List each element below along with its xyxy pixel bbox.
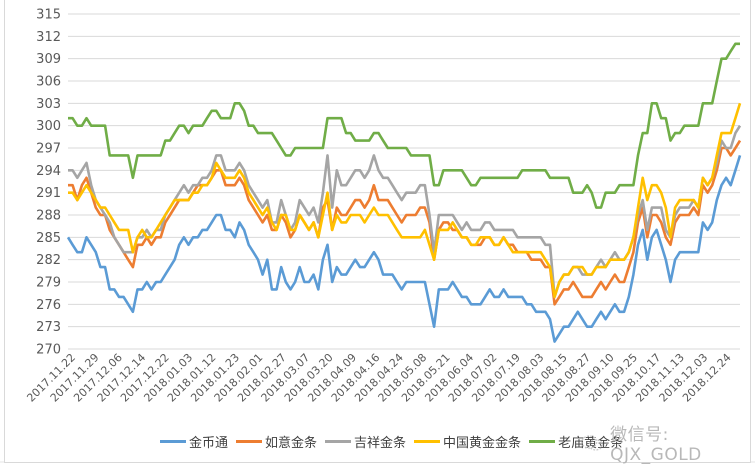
legend-label: 金币通 [189,436,229,451]
y-tick-label: 279 [36,276,61,291]
y-tick-label: 315 [36,8,61,23]
y-tick-label: 306 [36,75,61,90]
series-line[interactable] [66,155,742,343]
y-tick-label: 300 [36,119,61,134]
legend-item-ruyi: 如意金条 [236,432,317,451]
wechat-icon [581,434,603,451]
y-tick-label: 270 [36,343,61,358]
chart-legend: 金币通 如意金条 吉祥金条 中国黄金金条 老庙黄金条 [160,432,631,451]
legend-label: 如意金条 [265,436,318,451]
legend-swatch-gray [325,440,352,443]
wechat-watermark: 微信号: QJX_GOLD [580,420,755,465]
legend-item-laomiao: 老庙黄金条 [529,432,623,451]
series-line[interactable] [68,102,742,299]
y-tick-label: 276 [36,298,61,313]
series-line[interactable] [68,139,742,306]
legend-label: 吉祥金条 [354,436,407,451]
legend-item-china-gold: 中国黄金金条 [414,432,521,451]
series-line[interactable] [68,42,740,209]
legend-label: 中国黄金金条 [443,436,522,451]
y-tick-label: 282 [36,253,61,268]
y-tick-label: 285 [36,231,61,246]
y-tick-label: 288 [36,209,61,224]
y-tick-label: 303 [36,97,61,112]
legend-swatch-green [529,440,556,443]
legend-item-jinbitong: 金币通 [160,432,228,451]
y-tick-label: 291 [36,186,61,201]
y-tick-label: 309 [36,52,61,67]
legend-swatch-blue [160,440,186,443]
watermark-text: 微信号: QJX_GOLD [610,425,702,465]
legend-swatch-yellow [414,440,441,443]
legend-swatch-orange [236,440,263,443]
y-tick-label: 294 [36,164,61,179]
y-tick-label: 312 [36,30,61,45]
legend-item-jixiang: 吉祥金条 [325,432,406,451]
y-tick-label: 297 [36,142,61,157]
legend-label: 老庙黄金条 [558,436,624,451]
y-tick-label: 273 [36,320,61,335]
